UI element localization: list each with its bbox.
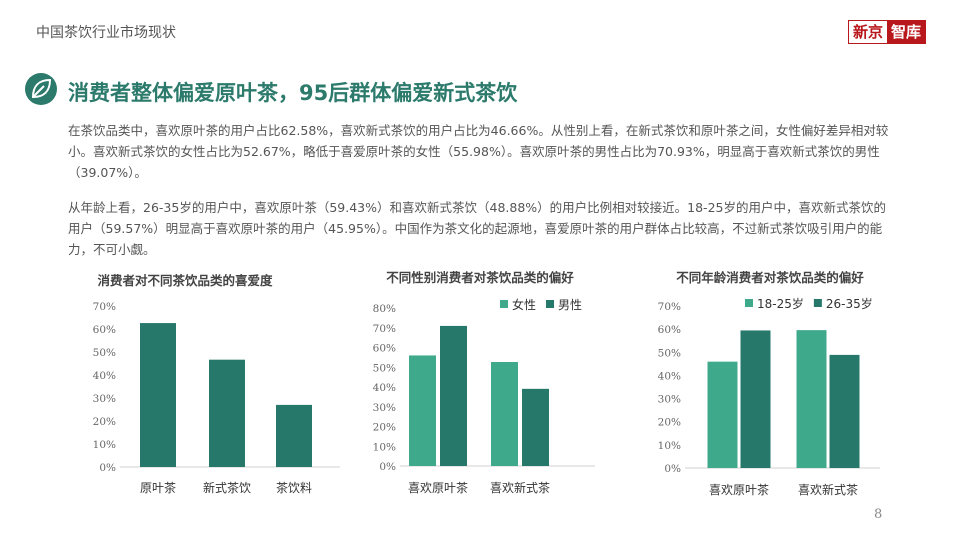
y-tick-label: 50% — [93, 347, 116, 359]
y-tick-label: 0% — [99, 462, 116, 474]
slide-heading: 消费者整体偏爱原叶茶，95后群体偏爱新式茶饮 — [68, 81, 518, 105]
bar-value-茶饮料 — [276, 404, 312, 467]
legend-label-女性: 女性 — [512, 297, 536, 312]
y-tick-label: 70% — [93, 301, 116, 313]
y-tick-label: 30% — [93, 393, 116, 405]
chart-gender-preference: 不同性别消费者对茶饮品类的偏好 0% 10% 20% 30% 40% 50% 60% 70% 80… — [355, 266, 625, 510]
y-tick-label: 30% — [658, 394, 681, 406]
x-category-label: 茶饮料 — [276, 480, 312, 495]
x-category-label: 新式茶饮 — [203, 480, 251, 495]
bar-女性-喜欢原叶茶 — [409, 355, 436, 466]
x-category-label: 喜欢新式茶 — [490, 480, 550, 495]
bar-18-25岁-喜欢新式茶 — [796, 330, 827, 468]
y-tick-label: 50% — [658, 347, 681, 359]
x-category-label: 喜欢原叶茶 — [709, 482, 769, 497]
x-category-label: 喜欢原叶茶 — [408, 480, 468, 495]
legend-swatch-男性 — [546, 300, 555, 308]
y-tick-label: 20% — [93, 416, 116, 428]
legend-swatch-26-35岁 — [813, 299, 822, 307]
chart-category-preference: 消费者对不同茶饮品类的喜爱度 0% 10% 20% 30% 40% 50% 60% 70% 原叶茶… — [70, 266, 340, 510]
y-tick-label: 10% — [93, 439, 116, 451]
y-tick-label: 40% — [658, 370, 681, 382]
bar-26-35岁-喜欢新式茶 — [829, 354, 860, 468]
bar-女性-喜欢新式茶 — [491, 361, 518, 466]
section-title: 中国茶饮行业市场现状 — [36, 25, 176, 41]
y-tick-label: 10% — [658, 440, 681, 452]
y-tick-label: 20% — [373, 422, 396, 434]
paragraph-age: 从年龄上看，26-35岁的用户中，喜欢原叶茶（59.43%）和喜欢新式茶饮（48… — [68, 200, 886, 257]
chart-title: 不同性别消费者对茶饮品类的偏好 — [386, 270, 574, 285]
y-tick-label: 50% — [373, 362, 396, 374]
y-tick-label: 30% — [373, 402, 396, 414]
legend-swatch-女性 — [500, 300, 508, 308]
chart-gender-svg: 不同性别消费者对茶饮品类的偏好 0% 10% 20% 30% 40% 50% 60% 70% 80… — [373, 270, 595, 495]
y-tick-label: 20% — [658, 417, 681, 429]
y-tick-label: 60% — [373, 343, 396, 355]
logo-text-part1: 新京 — [849, 21, 888, 43]
y-tick-label: 80% — [373, 303, 396, 315]
x-category-label: 原叶茶 — [140, 480, 176, 495]
legend-label-18-25岁: 18-25岁 — [757, 296, 804, 311]
y-tick-label: 70% — [658, 301, 681, 313]
chart-title: 不同年龄消费者对茶饮品类的偏好 — [676, 270, 864, 285]
y-tick-label: 60% — [93, 324, 116, 336]
y-tick-label: 0% — [379, 461, 396, 473]
y-tick-label: 10% — [373, 441, 396, 453]
legend-label-男性: 男性 — [558, 298, 582, 312]
y-tick-label: 70% — [373, 323, 396, 335]
legend-swatch-18-25岁 — [745, 299, 753, 307]
chart-category-svg: 消费者对不同茶饮品类的喜爱度 0% 10% 20% 30% 40% 50% 60% 70% 原叶茶… — [93, 273, 340, 495]
logo-text-part2: 智库 — [887, 21, 926, 43]
paragraph-category-gender: 在茶饮品类中，喜欢原叶茶的用户占比62.58%，喜欢新式茶饮的用户占比为46.6… — [68, 123, 889, 180]
bar-男性-喜欢新式茶 — [522, 388, 549, 466]
chart-title: 消费者对不同茶饮品类的喜爱度 — [97, 273, 273, 288]
x-category-label: 喜欢新式茶 — [798, 482, 858, 497]
legend-label-26-35岁: 26-35岁 — [826, 296, 873, 311]
chart-age-svg: 不同年龄消费者对茶饮品类的偏好 0% 10% 20% 30% 40% 50% 60% 70% 喜欢… — [658, 270, 880, 497]
brand-logo: 新京 智库 — [848, 20, 927, 44]
bar-value-新式茶饮 — [209, 359, 245, 467]
chart-age-preference: 不同年龄消费者对茶饮品类的偏好 0% 10% 20% 30% 40% 50% 60% 70% 喜欢… — [640, 266, 910, 510]
y-tick-label: 0% — [664, 463, 681, 475]
bar-18-25岁-喜欢原叶茶 — [707, 361, 738, 468]
bar-26-35岁-喜欢原叶茶 — [740, 330, 771, 468]
y-tick-label: 60% — [658, 324, 681, 336]
y-tick-label: 40% — [373, 382, 396, 394]
page-number: 8 — [874, 507, 883, 522]
y-tick-label: 40% — [93, 370, 116, 382]
leaf-icon — [25, 73, 57, 105]
bar-男性-喜欢原叶茶 — [440, 325, 467, 466]
bar-value-原叶茶 — [140, 323, 176, 467]
